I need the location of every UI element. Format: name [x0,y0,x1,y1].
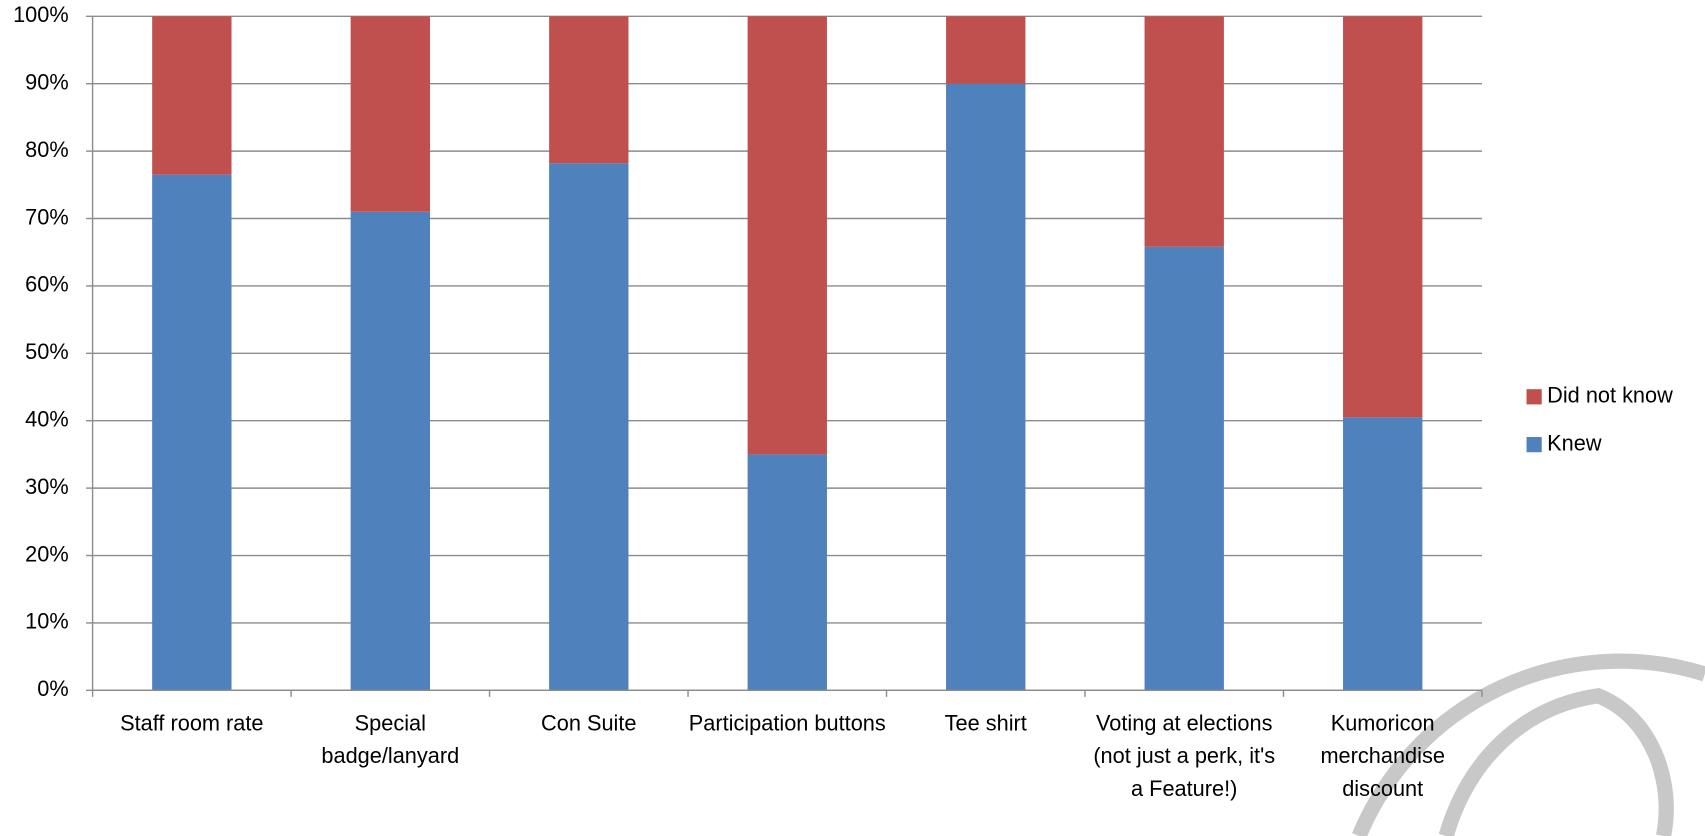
y-tick-label: 30% [25,474,69,499]
bar-segment [350,211,430,691]
x-tick-label: Con Suite [541,712,637,736]
x-tick-label-box: Con Suite [541,712,637,736]
bar-segment [1144,16,1224,247]
bar-segment [1343,417,1423,691]
y-tick-label: 60% [25,272,69,297]
watermark [1352,653,1705,836]
y-tick-label: 40% [25,406,69,431]
y-tick-label: 100% [13,2,69,27]
x-tick-label: Voting at elections (not just a perk, it… [1093,712,1276,802]
x-tick-label-box: Participation buttons [688,712,886,736]
bar-segment [1144,246,1224,691]
y-tick-label: 0% [37,676,68,701]
legend-swatch [1526,437,1542,453]
x-tick-label: Kumoricon merchandise discount [1320,712,1445,802]
x-tick-label: Tee shirt [944,712,1027,736]
bar-segment [549,16,629,164]
bar-segment [549,163,629,691]
bar-segment [152,174,232,691]
bar-segment [747,454,827,691]
bar-segment [1343,16,1423,418]
y-tick-label: 20% [25,541,69,566]
x-tick-label-box: Kumoricon merchandise discount [1320,712,1445,802]
x-tick-label-box: Staff room rate [120,712,264,736]
x-tick-label: Participation buttons [688,712,886,736]
x-tick-label-box: Special badge/lanyard [321,712,460,769]
x-tick-label: Staff room rate [120,712,264,736]
y-tick-label: 80% [25,137,69,162]
bar-segment [946,83,1026,691]
bar-segment [152,16,232,175]
legend-swatch [1526,389,1542,405]
legend-label: Did not know [1547,383,1673,408]
y-tick-label: 10% [25,609,69,634]
bar-segment [350,16,430,212]
x-tick-label: Special badge/lanyard [321,712,460,769]
y-tick-label: 90% [25,69,69,94]
y-tick-label: 50% [25,339,69,364]
bar-segment [747,16,827,455]
bar-segment [946,16,1026,84]
legend-label: Knew [1547,430,1602,455]
x-tick-label-box: Tee shirt [944,712,1027,736]
x-tick-label-box: Voting at elections (not just a perk, it… [1093,712,1276,802]
y-tick-label: 70% [25,204,69,229]
